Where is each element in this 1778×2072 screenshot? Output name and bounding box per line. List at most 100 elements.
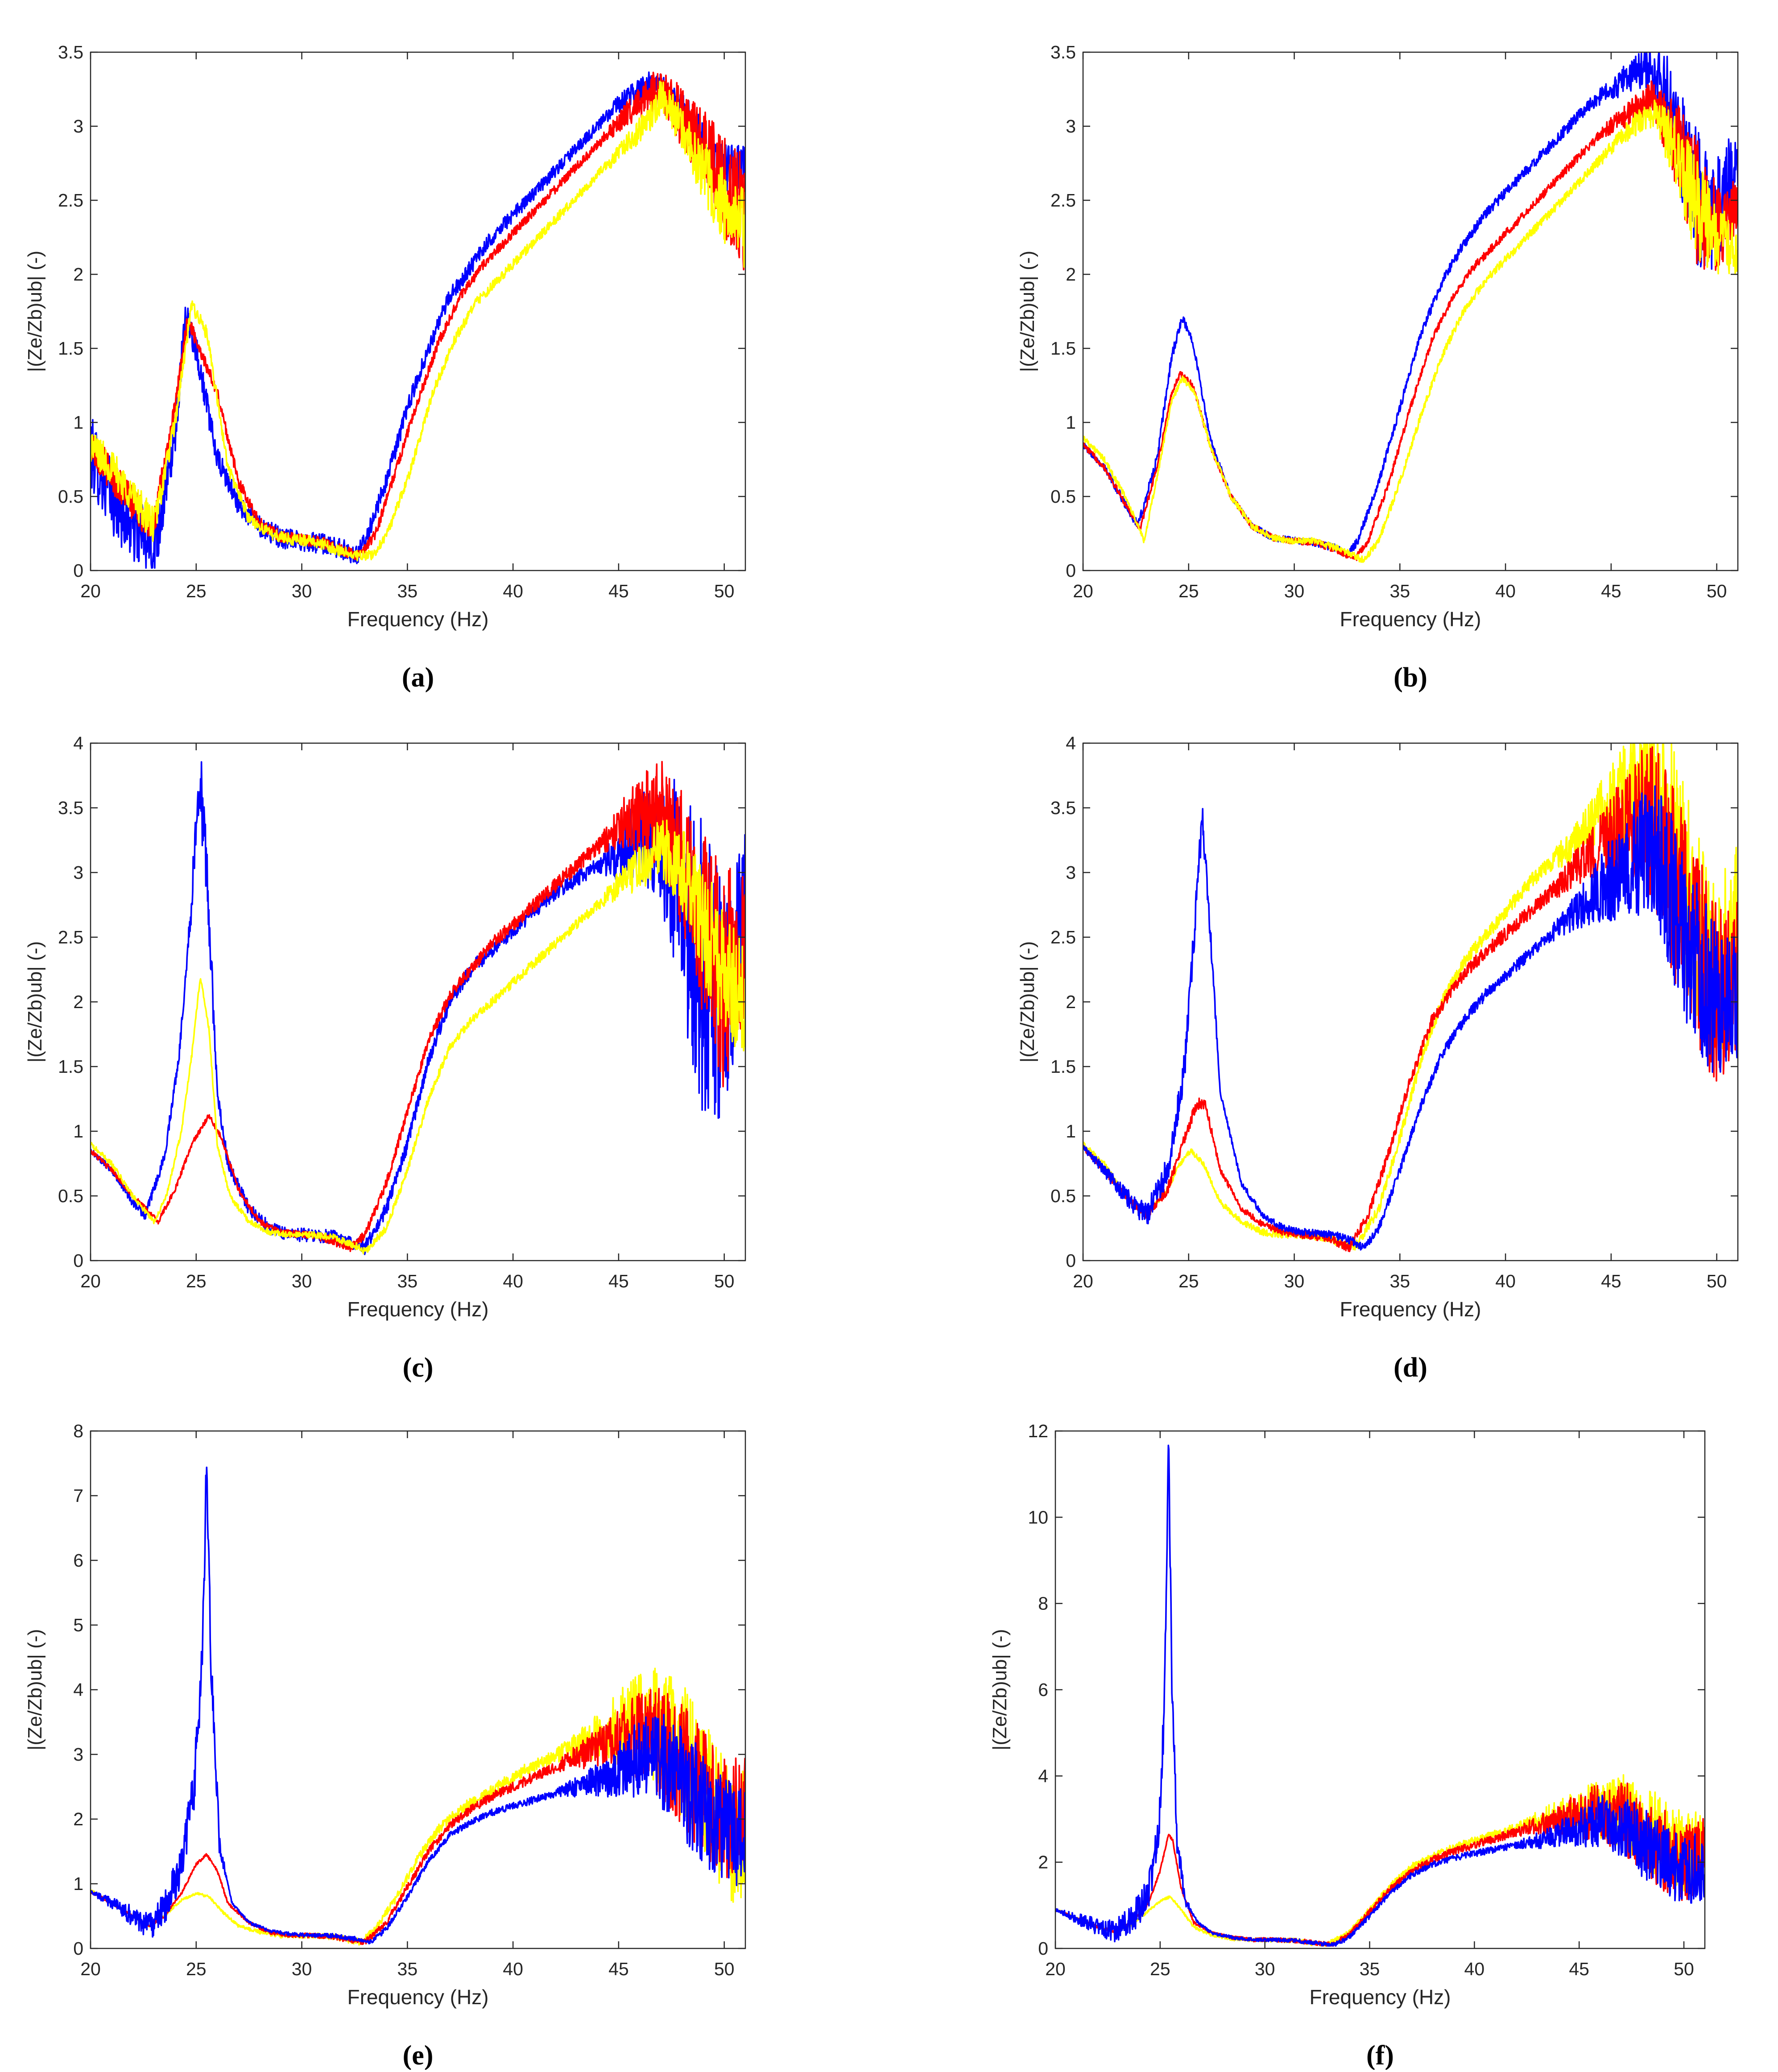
series-line-red	[1083, 746, 1738, 1253]
panel-label: (d)	[1393, 1352, 1427, 1383]
series-line-blue	[1083, 785, 1738, 1251]
x-tick-label: 35	[397, 581, 418, 601]
y-tick-label: 0.5	[1050, 486, 1076, 507]
y-tick-label: 2.5	[1050, 190, 1076, 211]
y-tick-label: 3	[1066, 116, 1076, 136]
y-tick-label: 1	[73, 412, 83, 433]
x-tick-label: 35	[1360, 1959, 1380, 1979]
y-tick-label: 1	[73, 1121, 83, 1141]
y-tick-label: 3	[73, 1744, 83, 1765]
x-tick-label: 50	[714, 581, 735, 601]
x-tick-label: 45	[608, 581, 629, 601]
chart-panel: 20 25 30 35 40 45 50 0 0.5 1 1.5 2 2.5 3 3.5 4 Frequency…	[1017, 733, 1739, 1383]
y-tick-label: 1	[1066, 412, 1076, 433]
y-tick-label: 1.5	[1050, 1056, 1076, 1077]
series-group	[1055, 1444, 1705, 1947]
series-group	[1083, 52, 1738, 563]
y-tick-label: 3.5	[58, 798, 83, 818]
y-tick-label: 6	[73, 1550, 83, 1571]
series-line-red	[91, 761, 745, 1252]
y-tick-label: 5	[73, 1615, 83, 1635]
panel-label: (b)	[1393, 662, 1427, 693]
y-tick-label: 3.5	[1050, 798, 1076, 818]
x-tick-label: 20	[1073, 581, 1093, 601]
y-tick-label: 0	[73, 1938, 83, 1959]
y-tick-label: 0.5	[58, 1186, 83, 1206]
y-tick-label: 7	[73, 1485, 83, 1506]
x-tick-label: 25	[186, 1959, 207, 1979]
x-tick-label: 50	[1707, 581, 1727, 601]
x-tick-label: 45	[608, 1271, 629, 1291]
y-tick-label: 2	[1066, 992, 1076, 1012]
x-tick-label: 30	[1284, 581, 1305, 601]
y-tick-label: 3	[73, 862, 83, 883]
x-axis-label: Frequency (Hz)	[347, 1985, 489, 2009]
x-tick-label: 30	[1284, 1271, 1305, 1291]
series-line-yellow	[1083, 99, 1738, 563]
y-tick-label: 2.5	[1050, 927, 1076, 947]
y-tick-label: 1	[1066, 1121, 1076, 1141]
x-tick-label: 30	[292, 581, 312, 601]
x-tick-label: 25	[186, 581, 207, 601]
y-axis-label: |(Ze/Zb)ub| (-)	[1017, 941, 1038, 1063]
x-tick-label: 30	[1255, 1959, 1275, 1979]
x-tick-label: 45	[608, 1959, 629, 1979]
x-tick-label: 50	[1707, 1271, 1727, 1291]
x-tick-label: 35	[1390, 1271, 1410, 1291]
y-tick-label: 3	[1066, 862, 1076, 883]
x-tick-label: 20	[80, 1271, 101, 1291]
x-tick-label: 25	[186, 1271, 207, 1291]
y-tick-label: 2.5	[58, 190, 83, 211]
x-tick-label: 40	[1464, 1959, 1485, 1979]
x-tick-label: 40	[503, 1959, 523, 1979]
x-tick-label: 20	[1073, 1271, 1093, 1291]
chart-panel: 20 25 30 35 40 45 50 0 2 4 6 8 10 12 Frequency (Hz) |(Z…	[989, 1421, 1706, 2071]
y-axis-label: |(Ze/Zb)ub| (-)	[1017, 251, 1038, 372]
panel-label: (a)	[402, 662, 434, 693]
axes-frame	[90, 51, 746, 571]
x-tick-label: 40	[1495, 581, 1516, 601]
y-tick-label: 4	[1038, 1766, 1048, 1786]
y-axis-label: |(Ze/Zb)ub| (-)	[24, 941, 46, 1063]
x-tick-label: 45	[1569, 1959, 1589, 1979]
y-tick-label: 0	[73, 560, 83, 581]
series-line-blue	[1055, 1444, 1705, 1947]
x-tick-label: 25	[1178, 1271, 1199, 1291]
x-tick-label: 40	[503, 581, 523, 601]
series-line-blue	[91, 71, 745, 569]
series-group	[91, 761, 745, 1255]
y-tick-label: 0	[73, 1250, 83, 1271]
x-tick-label: 50	[714, 1271, 735, 1291]
y-tick-label: 12	[1028, 1421, 1048, 1441]
y-axis-label: |(Ze/Zb)ub| (-)	[24, 1629, 46, 1750]
y-tick-label: 1.5	[58, 338, 83, 359]
x-tick-label: 30	[292, 1959, 312, 1979]
x-axis-label: Frequency (Hz)	[347, 1298, 489, 1321]
x-tick-label: 20	[1045, 1959, 1066, 1979]
y-tick-label: 0.5	[58, 486, 83, 507]
y-tick-label: 10	[1028, 1507, 1048, 1527]
axes-frame	[1082, 51, 1739, 571]
x-tick-label: 45	[1601, 1271, 1621, 1291]
x-tick-label: 40	[1495, 1271, 1516, 1291]
x-axis-label: Frequency (Hz)	[1340, 608, 1481, 631]
y-tick-label: 0.5	[1050, 1186, 1076, 1206]
x-axis-label: Frequency (Hz)	[1340, 1298, 1481, 1321]
y-tick-label: 1.5	[58, 1056, 83, 1077]
x-axis-label: Frequency (Hz)	[1310, 1985, 1451, 2009]
series-group	[91, 1466, 745, 1946]
x-tick-label: 35	[1390, 581, 1410, 601]
y-tick-label: 2	[1066, 264, 1076, 285]
chart-panel: 20 25 30 35 40 45 50 0 0.5 1 1.5 2 2.5 3 3.5 4 Frequency…	[24, 733, 746, 1383]
x-tick-label: 50	[714, 1959, 735, 1979]
y-axis-label: |(Ze/Zb)ub| (-)	[989, 1629, 1011, 1750]
y-tick-label: 3.5	[1050, 42, 1076, 62]
y-tick-label: 1	[73, 1873, 83, 1894]
y-tick-label: 3	[73, 116, 83, 136]
chart-panel: 20 25 30 35 40 45 50 0 0.5 1 1.5 2 2.5 3 3.5 Frequency …	[1017, 42, 1739, 693]
x-axis-label: Frequency (Hz)	[347, 608, 489, 631]
series-line-blue	[91, 1466, 745, 1944]
y-tick-label: 6	[1038, 1679, 1048, 1700]
x-tick-label: 25	[1178, 581, 1199, 601]
